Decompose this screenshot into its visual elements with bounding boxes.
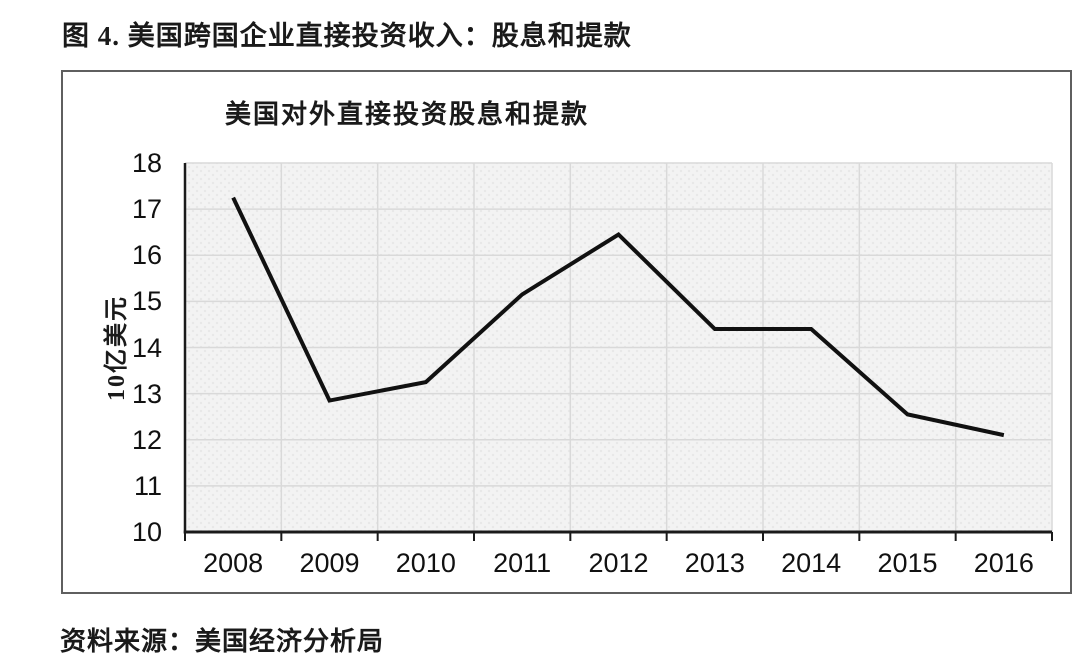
x-tick-label: 2016 [973, 548, 1034, 578]
figure-caption: 图 4. 美国跨国企业直接投资收入：股息和提款 [62, 21, 632, 51]
x-tick-label: 2012 [588, 548, 649, 578]
y-tick-label: 15 [131, 286, 162, 317]
y-tick-label: 11 [133, 470, 162, 501]
x-tick-label: 2014 [781, 548, 842, 578]
x-tick-label: 2010 [395, 548, 456, 578]
y-tick-label: 16 [131, 240, 162, 271]
y-tick-label: 13 [131, 378, 162, 409]
x-tick-label: 2009 [299, 548, 360, 578]
x-tick-label: 2015 [877, 548, 938, 578]
y-tick-label: 12 [131, 424, 162, 455]
data-series-line [231, 196, 1005, 438]
line-chart [183, 162, 1053, 541]
x-tick-label: 2013 [684, 548, 745, 578]
x-tick-label: 2011 [493, 548, 552, 578]
y-tick-label: 10 [131, 517, 162, 547]
chart-title: 美国对外直接投资股息和提款 [225, 100, 590, 129]
y-tick-label: 18 [131, 148, 162, 178]
chart-frame: 美国对外直接投资股息和提款 10亿美元 10 11 12 13 14 15 16 17 18 20… [61, 70, 1072, 594]
y-tick-label: 17 [131, 194, 162, 225]
y-tick-label: 14 [131, 332, 162, 363]
source-note: 资料来源：美国经济分析局 [60, 627, 385, 656]
x-tick-label: 2008 [203, 548, 264, 578]
plot-area [183, 162, 1053, 541]
